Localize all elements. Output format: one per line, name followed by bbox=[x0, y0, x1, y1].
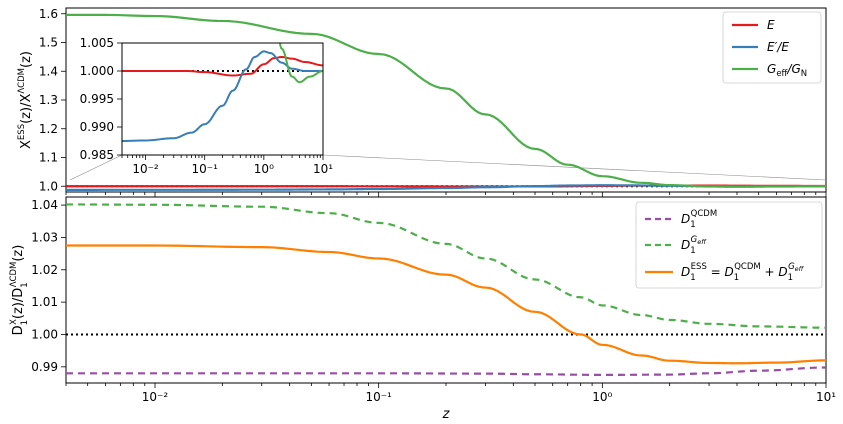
inset-x-tick-label: 10⁻² bbox=[132, 162, 159, 176]
bottom-y-tick-label: 1.02 bbox=[31, 263, 58, 277]
bottom-y-tick-label: 0.99 bbox=[31, 360, 58, 374]
top-y-tick-label: 1.1 bbox=[39, 151, 58, 165]
legend-label-Eprime: E′/E bbox=[767, 40, 789, 54]
top-y-tick-label: 1.0 bbox=[39, 179, 58, 193]
inset-x-tick-label: 10⁻¹ bbox=[191, 162, 218, 176]
top-y-tick-label: 1.5 bbox=[39, 36, 58, 50]
bottom-y-tick-label: 1.00 bbox=[31, 327, 58, 341]
bottom-x-tick-label: 10⁰ bbox=[592, 390, 612, 404]
top-y-tick-label: 1.3 bbox=[39, 93, 58, 107]
inset-y-tick-label: 0.995 bbox=[80, 92, 114, 106]
inset-connector-right bbox=[322, 154, 827, 181]
bottom-series-d-qcdm bbox=[66, 366, 826, 377]
top-series-g-eff-g-n bbox=[66, 13, 826, 188]
legend-label-E: E bbox=[767, 18, 775, 32]
inset-y-tick-label: 0.990 bbox=[80, 120, 114, 134]
x-axis-label: z bbox=[442, 407, 451, 422]
top-y-tick-label: 1.2 bbox=[39, 122, 58, 136]
inset-connector-left bbox=[69, 154, 123, 181]
inset-background bbox=[122, 43, 323, 155]
bottom-y-tick-label: 1.04 bbox=[31, 198, 58, 212]
inset-series-g-eff-g-n bbox=[278, 43, 323, 84]
bottom-y-tick-label: 1.03 bbox=[31, 230, 58, 244]
top-y-axis-label: XESS(z)/XΛCDM(z) bbox=[17, 51, 34, 149]
bottom-x-tick-label: 10¹ bbox=[816, 390, 836, 404]
bottom-x-tick-label: 10⁻¹ bbox=[365, 390, 392, 404]
bottom-legend: D1QCDM D1Geff D1ESS = D1QCDM + D1Geff bbox=[635, 201, 823, 289]
top-y-tick-label: 1.6 bbox=[39, 7, 58, 21]
top-legend: E E′/E Geff/GN bbox=[722, 11, 822, 84]
inset-y-tick-label: 0.985 bbox=[80, 148, 114, 162]
inset-x-tick-label: 10¹ bbox=[313, 162, 333, 176]
bottom-x-tick-label: 10⁻² bbox=[142, 390, 169, 404]
top-y-tick-label: 1.4 bbox=[39, 64, 58, 78]
inset-y-tick-label: 1.000 bbox=[80, 64, 114, 78]
inset-y-tick-label: 1.005 bbox=[80, 36, 114, 50]
inset-x-tick-label: 10⁰ bbox=[254, 162, 274, 176]
bottom-series-d-g-eff bbox=[66, 203, 826, 329]
bottom-series-d-ess-d-qcdm-d-g-eff bbox=[66, 244, 826, 365]
bottom-y-axis-label: D1X(z)/D1ΛCDM(z) bbox=[9, 245, 30, 336]
inset-series-e bbox=[122, 56, 323, 77]
bottom-y-tick-label: 1.01 bbox=[31, 295, 58, 309]
